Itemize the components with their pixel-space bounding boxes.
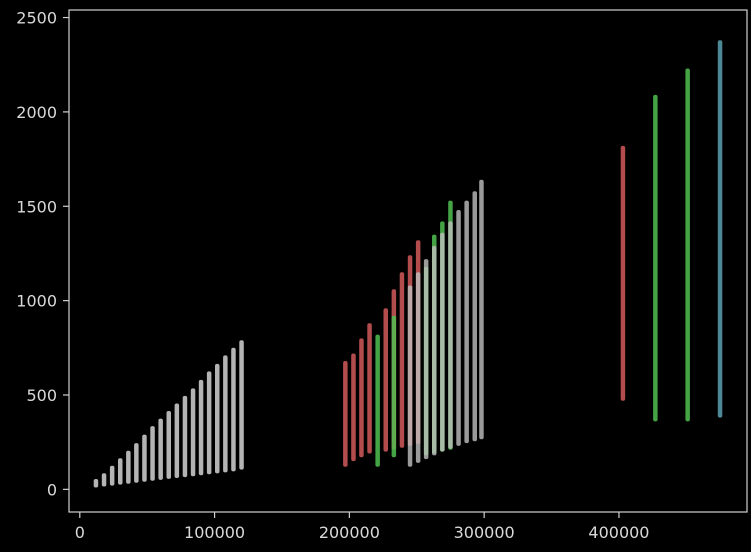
y-tick-label: 0: [47, 480, 57, 499]
point-column: [407, 285, 413, 467]
y-axis-ticks: 0 500 1000 1500 2000 2500: [16, 9, 69, 499]
point-column: [109, 465, 115, 486]
point-column: [717, 40, 723, 418]
chart-axes: [68, 9, 748, 513]
y-tick-label: 500: [26, 386, 57, 405]
series-4: [717, 40, 723, 418]
point-column: [351, 353, 356, 462]
x-tick-label: 300000: [454, 523, 515, 542]
chart-marks: [93, 40, 723, 488]
plot-frame: [68, 9, 748, 513]
point-column: [479, 179, 484, 440]
point-column: [375, 334, 380, 467]
point-column: [432, 245, 437, 456]
point-column: [101, 473, 107, 487]
series-3: [407, 179, 484, 467]
point-column: [215, 363, 220, 474]
point-column: [239, 340, 244, 470]
y-tick-label: 1500: [16, 197, 57, 216]
x-tick-label: 0: [75, 523, 85, 542]
point-column: [343, 361, 348, 467]
point-column: [440, 232, 445, 452]
point-column: [158, 418, 163, 480]
point-column: [206, 371, 212, 475]
point-column: [93, 479, 99, 488]
point-column: [415, 272, 421, 463]
point-column: [653, 94, 658, 422]
series-1: [343, 145, 626, 467]
series-0: [93, 340, 244, 488]
point-column: [166, 411, 171, 479]
point-column: [190, 388, 196, 477]
point-column: [359, 338, 364, 458]
point-column: [383, 308, 388, 452]
point-column: [423, 259, 429, 460]
point-column: [685, 68, 690, 422]
point-column: [174, 403, 180, 478]
point-column: [367, 323, 372, 454]
point-column: [142, 434, 147, 482]
y-tick-label: 2500: [16, 9, 57, 28]
point-column: [182, 395, 188, 478]
point-column: [134, 443, 139, 483]
series-2: [375, 68, 690, 467]
point-column: [126, 450, 131, 484]
point-column: [231, 347, 236, 472]
point-column: [150, 426, 155, 481]
y-tick-label: 1000: [16, 292, 57, 311]
point-column: [118, 458, 123, 485]
x-tick-label: 100000: [184, 523, 245, 542]
point-column: [620, 145, 626, 401]
point-column: [399, 272, 405, 448]
point-column: [223, 355, 228, 473]
x-tick-label: 200000: [319, 523, 380, 542]
x-tick-label: 400000: [588, 523, 649, 542]
point-column: [464, 200, 469, 444]
point-column: [198, 379, 204, 476]
point-column: [472, 191, 477, 442]
y-tick-label: 2000: [16, 103, 57, 122]
point-column: [456, 210, 461, 446]
point-column: [391, 315, 397, 458]
x-axis-ticks: 0 100000 200000 300000 400000: [75, 512, 649, 542]
point-column: [448, 221, 453, 449]
